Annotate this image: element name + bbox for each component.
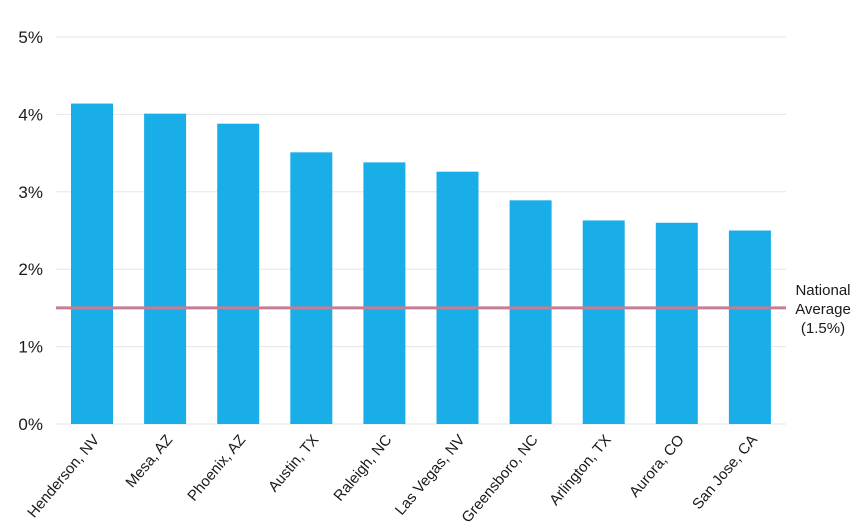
x-tick-label: Las Vegas, NV	[392, 432, 469, 519]
x-tick-label: Raleigh, NC	[330, 432, 395, 505]
y-tick-label: 4%	[18, 105, 43, 124]
bar-7	[582, 220, 625, 424]
x-tick-label: Arlington, TX	[546, 432, 615, 509]
national-average-line-group: National Average (1.5%)	[56, 282, 851, 337]
bar-6	[509, 200, 552, 424]
y-tick-label: 2%	[18, 260, 43, 279]
bar-2	[217, 123, 260, 425]
bar-4	[363, 162, 406, 424]
y-axis: 0% 1% 2% 3% 4% 5%	[18, 28, 43, 434]
y-tick-label: 1%	[18, 338, 43, 357]
bar-9	[728, 230, 771, 424]
y-tick-label: 3%	[18, 183, 43, 202]
bar-3	[290, 152, 333, 425]
x-tick-label: Henderson, NV	[24, 432, 103, 521]
y-tick-label: 5%	[18, 28, 43, 47]
x-tick-label: Austin, TX	[265, 432, 322, 496]
bar-5	[436, 171, 479, 424]
national-average-label-line: (1.5%)	[801, 320, 845, 337]
x-tick-label: Mesa, AZ	[122, 432, 176, 491]
x-tick-label: Phoenix, AZ	[184, 432, 249, 505]
x-tick-label: Aurora, CO	[626, 432, 688, 501]
bar-1	[144, 113, 187, 424]
national-average-label-line: Average	[795, 301, 851, 318]
bar-0	[71, 103, 113, 425]
y-tick-label: 0%	[18, 415, 43, 434]
x-tick-label: San Jose, CA	[689, 432, 761, 513]
x-axis: Henderson, NV Mesa, AZ Phoenix, AZ Austin, …	[24, 432, 761, 527]
bar-8	[655, 222, 698, 424]
bars	[71, 103, 771, 425]
national-average-label-line: National	[795, 282, 850, 299]
x-tick-label: Greensboro, NC	[458, 432, 541, 527]
